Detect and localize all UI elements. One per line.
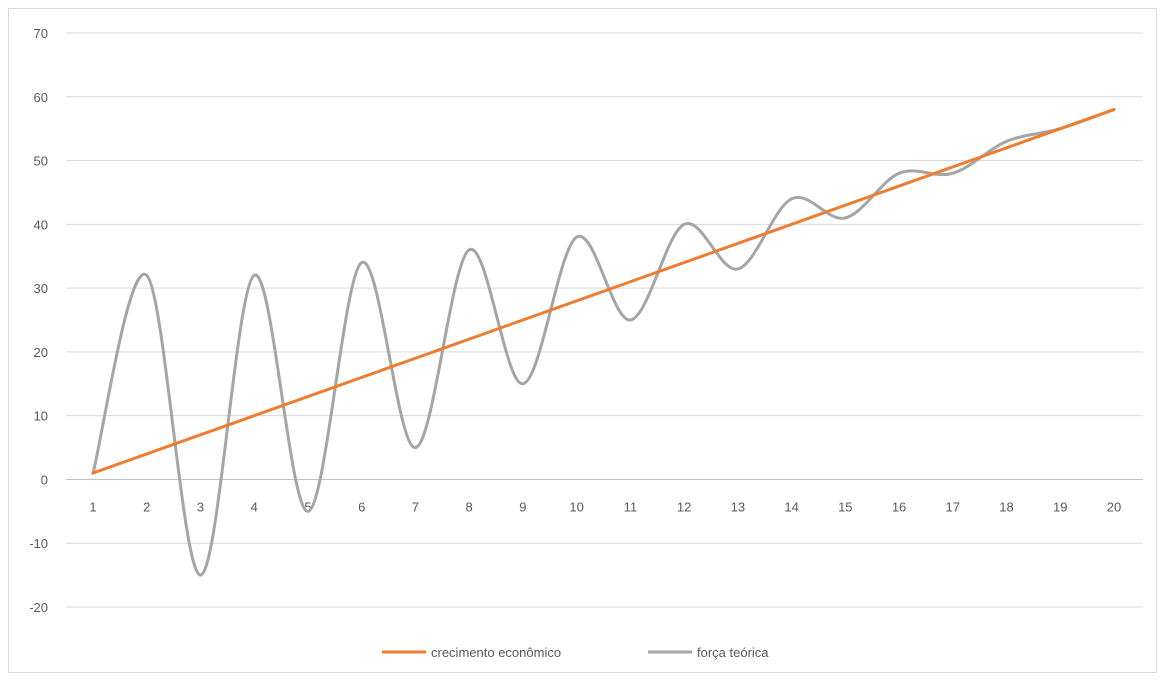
x-tick-label: 8 xyxy=(466,499,473,514)
x-tick-label: 9 xyxy=(519,499,526,514)
y-tick-label: 0 xyxy=(41,472,48,487)
y-tick-label: 20 xyxy=(34,345,48,360)
y-tick-label: 50 xyxy=(34,154,48,169)
legend-label: crecimento econômico xyxy=(431,645,561,660)
chart-frame xyxy=(8,8,1157,673)
legend-label: força teórica xyxy=(697,645,769,660)
gridlines xyxy=(66,32,1143,608)
x-tick-label: 1 xyxy=(89,499,96,514)
x-tick-label: 17 xyxy=(946,499,960,514)
x-tick-label: 18 xyxy=(999,499,1013,514)
x-tick-label: 13 xyxy=(731,499,745,514)
series-lines xyxy=(91,108,1116,577)
x-tick-label: 20 xyxy=(1107,499,1121,514)
x-tick-label: 7 xyxy=(412,499,419,514)
y-tick-label: 70 xyxy=(34,26,48,41)
legend-item-crecimento: crecimento econômico xyxy=(382,645,561,660)
y-tick-label: -10 xyxy=(29,536,48,551)
x-tick-label: 5 xyxy=(304,499,311,514)
legend: crecimento econômico força teórica xyxy=(382,645,769,660)
y-tick-label: 40 xyxy=(34,217,48,232)
x-tick-label: 12 xyxy=(677,499,691,514)
x-tick-label: 14 xyxy=(784,499,798,514)
series-line-forca xyxy=(91,108,1116,577)
y-tick-label: 10 xyxy=(34,409,48,424)
series-line-crecimento xyxy=(91,108,1116,475)
legend-item-forca: força teórica xyxy=(648,645,769,660)
x-tick-label: 4 xyxy=(251,499,258,514)
x-tick-label: 11 xyxy=(624,499,638,514)
y-tick-label: -20 xyxy=(29,600,48,615)
x-tick-label: 6 xyxy=(358,499,365,514)
x-tick-label: 2 xyxy=(143,499,150,514)
x-tick-label: 10 xyxy=(569,499,583,514)
y-tick-label: 60 xyxy=(34,90,48,105)
x-tick-label: 16 xyxy=(892,499,906,514)
y-tick-label: 30 xyxy=(34,281,48,296)
x-tick-label: 15 xyxy=(838,499,852,514)
x-tick-label: 19 xyxy=(1053,499,1067,514)
x-tick-label: 3 xyxy=(197,499,204,514)
